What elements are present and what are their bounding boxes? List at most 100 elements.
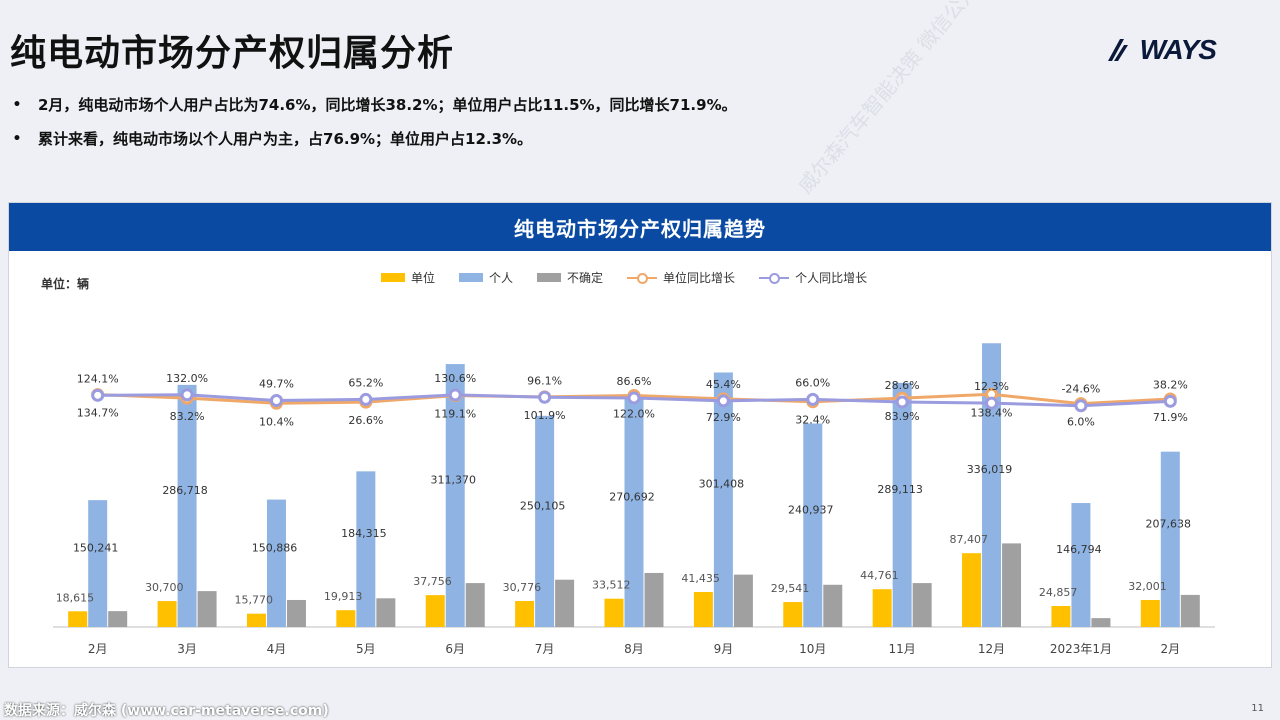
summary-bullet: • 累计来看，纯电动市场以个人用户为主，占76.9%；单位用户占12.3%。 bbox=[10, 128, 737, 149]
data-label: 207,638 bbox=[1146, 517, 1192, 530]
data-label: 130.6% bbox=[434, 372, 476, 385]
chart-title: 纯电动市场分产权归属趋势 bbox=[9, 203, 1271, 251]
line-point bbox=[716, 394, 730, 408]
bar-2 bbox=[197, 591, 217, 627]
line-point bbox=[1163, 394, 1177, 408]
data-label: 6.0% bbox=[1067, 416, 1095, 429]
data-label: 37,756 bbox=[413, 575, 452, 588]
legend-label: 单位同比增长 bbox=[663, 271, 736, 285]
line-point bbox=[269, 394, 283, 408]
legend-label: 个人 bbox=[489, 271, 514, 285]
bar-2 bbox=[733, 574, 753, 627]
bullet-text: 2月，纯电动市场个人用户占比为74.6%，同比增长38.2%；单位用户占比11.… bbox=[38, 96, 737, 114]
bar-0 bbox=[604, 598, 624, 627]
data-label: 72.9% bbox=[706, 411, 741, 424]
data-label: 184,315 bbox=[341, 527, 387, 540]
data-label: 19,913 bbox=[324, 590, 363, 603]
chart-plot: 18,615 150,241 2月 30,700 286,718 3月 15,770 150,… bbox=[53, 343, 1215, 656]
bar-2 bbox=[108, 611, 128, 627]
legend-swatch bbox=[459, 273, 484, 282]
x-tick-label: 3月 bbox=[177, 642, 197, 656]
data-label: 15,770 bbox=[234, 594, 273, 607]
bar-1 bbox=[982, 343, 1002, 627]
data-label: 240,937 bbox=[788, 503, 834, 516]
data-label: 32,001 bbox=[1128, 580, 1167, 593]
line-point bbox=[448, 388, 462, 402]
data-label: 30,700 bbox=[145, 581, 184, 594]
legend-item-unit-yoy: 单位同比增长 bbox=[627, 269, 735, 286]
data-label: 134.7% bbox=[77, 407, 119, 420]
legend-label: 不确定 bbox=[567, 271, 604, 285]
data-label: 65.2% bbox=[348, 376, 383, 389]
data-label: 32.4% bbox=[795, 414, 830, 427]
bar-0 bbox=[157, 601, 177, 627]
data-label: 289,113 bbox=[877, 483, 923, 496]
bar-0 bbox=[68, 611, 88, 627]
data-label: 124.1% bbox=[77, 372, 119, 385]
legend-item-personal-yoy: 个人同比增长 bbox=[759, 269, 867, 286]
bar-0 bbox=[425, 595, 445, 627]
data-label: 119.1% bbox=[434, 408, 476, 421]
bar-1 bbox=[266, 499, 286, 627]
data-label: 71.9% bbox=[1153, 411, 1188, 424]
x-tick-label: 10月 bbox=[799, 642, 826, 656]
line-point bbox=[359, 392, 373, 406]
bar-2 bbox=[1002, 543, 1022, 627]
bar-1 bbox=[1071, 503, 1091, 627]
page-title: 纯电动市场分产权归属分析 bbox=[10, 33, 455, 74]
line-point bbox=[627, 391, 641, 405]
bar-1 bbox=[892, 382, 912, 627]
data-label: 150,886 bbox=[252, 541, 298, 554]
data-label: 87,407 bbox=[950, 533, 989, 546]
line-point bbox=[1074, 399, 1088, 413]
bar-2 bbox=[1091, 618, 1111, 627]
data-label: 26.6% bbox=[348, 414, 383, 427]
bar-1 bbox=[803, 423, 823, 627]
data-label: 30,776 bbox=[503, 581, 541, 594]
data-label: 41,435 bbox=[681, 572, 720, 585]
x-tick-label: 11月 bbox=[889, 642, 916, 656]
data-label: 66.0% bbox=[795, 376, 830, 389]
x-tick-label: 6月 bbox=[445, 642, 465, 656]
bar-2 bbox=[376, 598, 396, 627]
legend-item-uncertain: 不确定 bbox=[537, 269, 603, 286]
legend-swatch bbox=[759, 272, 790, 284]
bar-0 bbox=[246, 613, 266, 627]
data-label: 18,615 bbox=[56, 591, 95, 604]
x-tick-label: 2023年1月 bbox=[1050, 642, 1112, 656]
bar-0 bbox=[872, 589, 892, 627]
data-label: 132.0% bbox=[166, 372, 208, 385]
x-tick-label: 8月 bbox=[624, 642, 644, 656]
x-tick-label: 2月 bbox=[1160, 642, 1180, 656]
data-label: 45.4% bbox=[706, 378, 741, 391]
data-label: 101.9% bbox=[524, 409, 566, 422]
legend-swatch bbox=[381, 273, 405, 282]
x-tick-label: 2月 bbox=[88, 642, 108, 656]
data-label: 83.2% bbox=[170, 410, 205, 423]
data-label: 83.9% bbox=[885, 410, 920, 423]
data-label: 28.6% bbox=[885, 379, 920, 392]
data-label: 250,105 bbox=[520, 499, 566, 512]
legend-item-unit: 单位 bbox=[381, 269, 435, 286]
unit-label: 单位：辆 bbox=[41, 277, 90, 291]
line-point bbox=[806, 392, 820, 406]
data-label: 29,541 bbox=[771, 582, 810, 595]
legend-label: 个人同比增长 bbox=[795, 271, 868, 285]
watermark-text: 威尔森汽车智能决策 微信公众号:ways-data bbox=[793, 0, 1067, 198]
data-label: 10.4% bbox=[259, 415, 294, 428]
bar-0 bbox=[693, 592, 713, 627]
chart-card: 纯电动市场分产权归属趋势 单位：辆 单位 个人 不确定 单位同比增长 个人同比增… bbox=[8, 202, 1272, 668]
bar-1 bbox=[535, 415, 555, 627]
data-label: 146,794 bbox=[1056, 543, 1102, 556]
legend-swatch bbox=[537, 273, 562, 282]
line-point bbox=[985, 396, 999, 410]
bar-0 bbox=[1140, 599, 1160, 627]
bar-0 bbox=[336, 610, 356, 627]
bar-0 bbox=[783, 602, 803, 627]
data-label: 12.3% bbox=[974, 380, 1009, 393]
bar-2 bbox=[912, 583, 932, 627]
data-label: 86.6% bbox=[617, 375, 652, 388]
bar-1 bbox=[88, 500, 108, 627]
bullet-dot-icon: • bbox=[12, 96, 22, 113]
data-label: 122.0% bbox=[613, 407, 655, 420]
